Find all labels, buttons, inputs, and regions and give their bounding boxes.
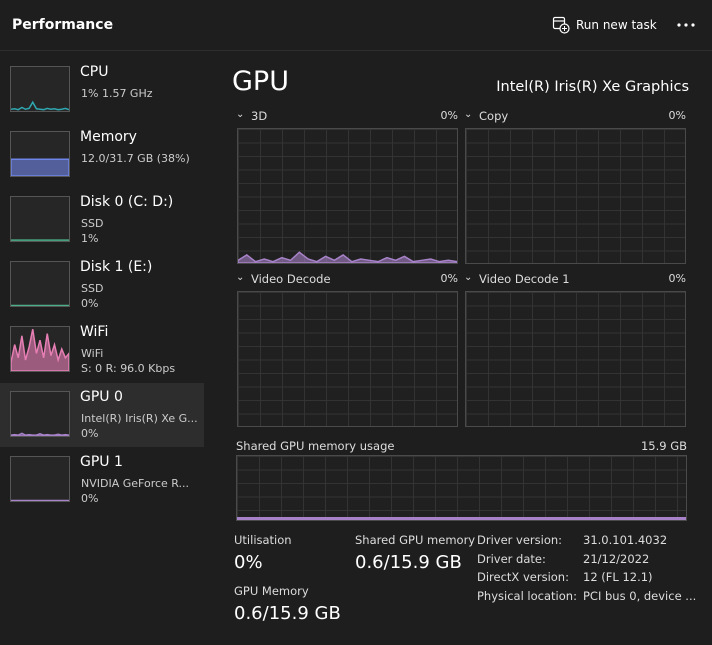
- detail-value: PCI bus 0, device ...: [583, 588, 697, 603]
- stat-value: 0.6/15.9 GB: [355, 552, 462, 573]
- sidebar-item[interactable]: GPU 1 NVIDIA GeForce R... 0%: [0, 448, 204, 512]
- engine-caret[interactable]: ⌄: [236, 272, 245, 283]
- stat-value: 0%: [234, 552, 263, 573]
- item-detail: NVIDIA GeForce R...: [81, 477, 190, 490]
- sidebar-item[interactable]: WiFi WiFi S: 0 R: 96.0 Kbps: [0, 318, 204, 382]
- thumbnail-graph: [10, 326, 70, 372]
- engine-name: Video Decode 1: [479, 272, 570, 286]
- engine-name: Video Decode: [251, 272, 331, 286]
- thumbnail-graph: [10, 66, 70, 112]
- detail-label: DirectX version:: [477, 570, 569, 584]
- item-detail: WiFi: [81, 347, 104, 360]
- detail-value: 21/12/2022: [583, 551, 650, 566]
- stat-label: Shared GPU memory: [355, 533, 476, 547]
- detail-value: 31.0.101.4032: [583, 533, 668, 547]
- shared-memory-max: 15.9 GB: [640, 439, 687, 453]
- engine-graph: [465, 128, 686, 264]
- thumbnail-line: [11, 392, 69, 436]
- item-detail: 0%: [81, 427, 99, 440]
- engine-name: 3D: [251, 109, 268, 123]
- engine-caret[interactable]: ⌄: [464, 272, 473, 283]
- stat-label: Utilisation: [234, 533, 292, 547]
- item-detail: 12.0/31.7 GB (38%): [81, 152, 190, 165]
- item-name: Disk 1 (E:): [80, 259, 153, 275]
- engine-graph: [465, 291, 686, 427]
- item-detail: 1%: [81, 232, 99, 245]
- sidebar-item[interactable]: Disk 1 (E:) SSD 0%: [0, 253, 204, 317]
- shared-memory-graph: [236, 455, 687, 521]
- item-name: Disk 0 (C: D:): [80, 194, 174, 210]
- engine-graph: [237, 291, 458, 427]
- thumbnail-line: [11, 327, 69, 371]
- thumbnail-graph: [10, 196, 70, 242]
- item-name: Memory: [80, 129, 137, 145]
- item-detail: Intel(R) Iris(R) Xe G...: [81, 412, 198, 425]
- header: Performance Run new task: [0, 0, 712, 51]
- item-detail: 0%: [81, 492, 99, 505]
- gpu-title: GPU: [232, 66, 289, 97]
- header-title: Performance: [12, 17, 114, 33]
- stat-label: GPU Memory: [234, 584, 309, 598]
- sidebar-item[interactable]: Disk 0 (C: D:) SSD 1%: [0, 188, 204, 252]
- item-detail: SSD: [81, 217, 104, 230]
- stat-value: 0.6/15.9 GB: [234, 603, 341, 624]
- detail-label: Physical location:: [477, 588, 577, 603]
- item-detail: 0%: [81, 297, 99, 310]
- engine-caret[interactable]: ⌄: [236, 109, 245, 120]
- item-detail: 1% 1.57 GHz: [81, 87, 153, 100]
- shared-memory-fill: [237, 517, 686, 520]
- sidebar-item[interactable]: GPU 0 Intel(R) Iris(R) Xe G... 0%: [0, 383, 204, 447]
- item-detail: SSD: [81, 282, 104, 295]
- item-name: WiFi: [80, 324, 109, 340]
- thumbnail-line: [11, 457, 69, 501]
- thumbnail-graph: [10, 391, 70, 437]
- item-name: GPU 0: [80, 389, 123, 405]
- more-menu[interactable]: [676, 18, 696, 32]
- thumbnail-graph: [10, 131, 70, 177]
- gpu-device: Intel(R) Iris(R) Xe Graphics: [496, 79, 689, 95]
- engine-caret[interactable]: ⌄: [464, 109, 473, 120]
- item-name: CPU: [80, 64, 109, 80]
- item-name: GPU 1: [80, 454, 123, 470]
- detail-label: Driver date:: [477, 551, 546, 566]
- run-task-icon: [552, 16, 570, 34]
- engine-value: 0%: [668, 272, 686, 285]
- engine-graph: [237, 128, 458, 264]
- detail-value: 12 (FL 12.1): [583, 570, 653, 584]
- engine-value: 0%: [440, 272, 458, 285]
- shared-memory-label: Shared GPU memory usage: [236, 439, 395, 453]
- engine-value: 0%: [668, 109, 686, 122]
- engine-value: 0%: [440, 109, 458, 122]
- detail-label: Driver version:: [477, 533, 563, 547]
- thumbnail-graph: [10, 261, 70, 307]
- run-task-label: Run new task: [576, 18, 657, 32]
- thumbnail-graph: [10, 456, 70, 502]
- item-detail: S: 0 R: 96.0 Kbps: [81, 362, 176, 375]
- sidebar-item[interactable]: CPU 1% 1.57 GHz: [0, 58, 204, 122]
- sidebar-item[interactable]: Memory 12.0/31.7 GB (38%): [0, 123, 204, 187]
- thumbnail-line: [11, 262, 69, 306]
- thumbnail-line: [11, 132, 69, 176]
- run-task-button[interactable]: Run new task: [550, 12, 660, 38]
- engine-line: [238, 129, 457, 263]
- thumbnail-line: [11, 67, 69, 111]
- thumbnail-line: [11, 197, 69, 241]
- engine-name: Copy: [479, 109, 509, 123]
